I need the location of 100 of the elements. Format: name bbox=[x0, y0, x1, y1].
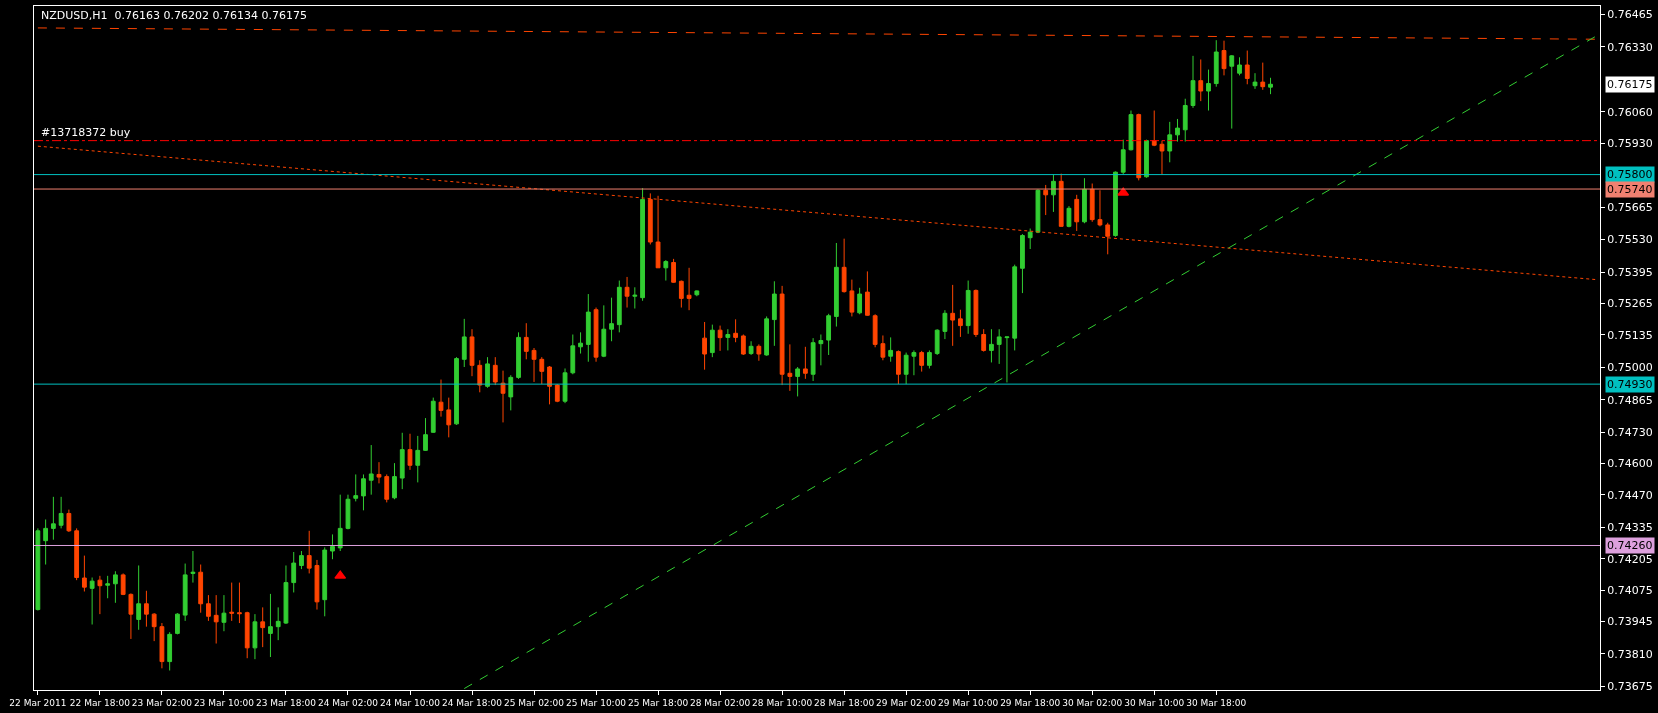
candlestick bbox=[709, 324, 715, 358]
candlestick bbox=[74, 527, 80, 581]
candlestick bbox=[810, 337, 816, 382]
candlestick bbox=[523, 322, 529, 360]
candlestick bbox=[175, 612, 180, 635]
candlestick bbox=[430, 397, 436, 434]
candlestick bbox=[1105, 222, 1111, 255]
candlestick bbox=[725, 328, 731, 351]
candlestick bbox=[1213, 39, 1219, 88]
candlestick bbox=[616, 280, 622, 333]
y-tick-label: 0.76465 bbox=[1607, 8, 1653, 22]
candlestick bbox=[686, 267, 692, 311]
candlestick bbox=[368, 444, 374, 496]
candlestick bbox=[1051, 174, 1056, 213]
candlestick bbox=[1151, 110, 1157, 147]
candlestick bbox=[539, 356, 545, 385]
y-tick-label: 0.74865 bbox=[1607, 393, 1653, 407]
candlestick bbox=[1190, 55, 1196, 109]
candlestick bbox=[438, 379, 444, 418]
candlestick bbox=[1229, 54, 1235, 130]
candlestick bbox=[120, 572, 126, 596]
candlestick bbox=[89, 577, 95, 625]
candlestick bbox=[477, 359, 483, 393]
candlestick bbox=[570, 334, 576, 375]
ref-line-label: #13718372 buy bbox=[41, 126, 131, 139]
candlestick bbox=[578, 331, 583, 355]
candlestick bbox=[1182, 98, 1188, 143]
candlestick bbox=[1144, 139, 1149, 179]
candlestick bbox=[1167, 121, 1173, 163]
candlestick bbox=[469, 328, 475, 377]
y-tick-label: 0.74205 bbox=[1607, 552, 1653, 566]
candlestick bbox=[337, 494, 343, 552]
x-tick-label: 24 Mar 10:00 bbox=[379, 697, 441, 708]
candlestick bbox=[663, 259, 669, 282]
ref-line-label: 0.75800 bbox=[1607, 168, 1653, 181]
x-tick-label: 30 Mar 10:00 bbox=[1124, 697, 1185, 708]
candlestick bbox=[516, 331, 521, 380]
x-tick-label: 22 Mar 18:00 bbox=[69, 697, 131, 708]
candlestick bbox=[624, 276, 630, 309]
candlestick bbox=[717, 325, 723, 352]
y-tick-label: 0.74335 bbox=[1607, 521, 1653, 535]
candlestick bbox=[547, 365, 552, 405]
candlestick bbox=[1066, 205, 1072, 228]
candlestick bbox=[283, 564, 289, 625]
candlestick bbox=[671, 258, 676, 284]
x-tick-label: 25 Mar 02:00 bbox=[503, 697, 565, 708]
candlestick bbox=[1159, 140, 1165, 176]
x-tick-label: 24 Mar 02:00 bbox=[317, 697, 379, 708]
x-tick-label: 29 Mar 18:00 bbox=[1000, 697, 1061, 708]
candlestick bbox=[640, 187, 645, 302]
candlestick bbox=[322, 546, 328, 617]
candlestick bbox=[857, 287, 863, 315]
y-tick-label: 0.76330 bbox=[1607, 40, 1653, 54]
candlestick bbox=[632, 286, 638, 309]
candlestick bbox=[244, 611, 250, 659]
candlestick bbox=[748, 340, 754, 356]
x-tick-label: 23 Mar 18:00 bbox=[255, 697, 317, 708]
candlestick bbox=[771, 280, 777, 347]
candlestick bbox=[779, 285, 785, 386]
candlestick bbox=[314, 559, 320, 611]
candlestick bbox=[144, 590, 149, 628]
candlestick bbox=[740, 334, 746, 356]
candlestick bbox=[485, 356, 490, 389]
candlestick bbox=[237, 582, 242, 624]
candlestick bbox=[446, 397, 452, 438]
candlestick bbox=[136, 564, 142, 631]
candlestick bbox=[1058, 173, 1064, 227]
candlestick bbox=[1268, 77, 1273, 95]
x-tick-label: 23 Mar 10:00 bbox=[193, 697, 255, 708]
candlestick bbox=[958, 309, 963, 338]
x-tick-label: 29 Mar 02:00 bbox=[876, 697, 937, 708]
y-tick-label: 0.75135 bbox=[1607, 328, 1653, 342]
candlestick bbox=[601, 304, 607, 358]
candlestick bbox=[864, 270, 870, 317]
candlestick bbox=[50, 496, 56, 541]
candlestick bbox=[585, 293, 591, 363]
candlestick bbox=[1082, 177, 1087, 224]
candlestick bbox=[593, 307, 599, 363]
candlestick bbox=[1012, 264, 1018, 351]
candlestick bbox=[981, 328, 987, 353]
candlestick bbox=[919, 350, 925, 373]
candlestick bbox=[647, 192, 653, 245]
candlestick bbox=[1244, 50, 1250, 85]
candlestick bbox=[461, 318, 467, 368]
candlestick bbox=[1089, 183, 1095, 223]
ref-line-label: 0.75740 bbox=[1607, 183, 1653, 196]
candlestick bbox=[989, 328, 994, 363]
text: 0.76175 bbox=[1607, 78, 1653, 91]
candlestick bbox=[260, 606, 266, 648]
y-tick-label: 0.75930 bbox=[1607, 137, 1653, 151]
candlestick bbox=[802, 346, 808, 380]
candlestick bbox=[415, 435, 421, 483]
candlestick bbox=[554, 383, 560, 403]
y-tick-label: 0.74730 bbox=[1607, 426, 1653, 440]
candlestick bbox=[1074, 194, 1080, 232]
candlestick bbox=[182, 563, 188, 622]
candlestick bbox=[694, 289, 700, 297]
candlestick bbox=[1237, 56, 1242, 76]
x-tick-label: 25 Mar 10:00 bbox=[566, 697, 627, 708]
candlestick bbox=[950, 284, 956, 347]
